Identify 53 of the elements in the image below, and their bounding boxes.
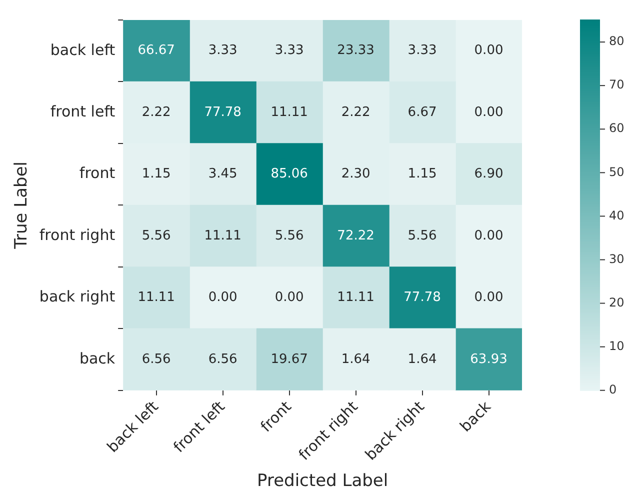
data-label: 0.00 [474,290,504,306]
data-label: 0.00 [208,290,238,306]
color-bar-label: 60 [609,121,624,136]
data-label: 5.56 [274,228,304,244]
data-label: 3.33 [408,43,437,58]
y-tick-label: back right [39,288,116,306]
data-label: 5.56 [142,228,171,244]
color-bar-label: 10 [609,338,624,353]
data-label: 66.67 [138,43,175,58]
data-label: 1.15 [408,166,437,182]
data-label: 63.93 [470,352,508,367]
x-axis-title: Predicted Label [257,471,388,492]
data-label: 3.33 [208,43,238,58]
data-label: 11.11 [337,290,374,306]
data-label: 0.00 [474,43,504,58]
data-label: 3.33 [274,43,304,58]
data-label: 1.64 [408,352,437,367]
y-axis-title: True Label [12,161,32,250]
data-label: 19.67 [270,352,308,367]
data-label: 77.78 [204,104,242,120]
y-tick-label: front right [39,226,116,244]
data-label: 2.22 [341,104,370,120]
data-label: 0.00 [474,228,504,244]
y-tick-label: front [79,164,116,182]
data-label: 11.11 [270,104,308,120]
data-label: 77.78 [404,290,441,306]
y-tick-label: front left [50,102,116,120]
data-label: 2.30 [341,166,370,182]
data-label: 1.15 [142,166,171,182]
color-bar-label: 50 [609,164,624,179]
color-bar-label: 40 [609,208,624,222]
data-label: 23.33 [337,43,374,58]
y-tick-label: back [79,349,116,368]
color-bar-label: 30 [609,252,624,266]
color-bar-label: 20 [609,295,624,310]
data-label: 6.56 [142,352,171,367]
data-label: 6.90 [474,166,504,182]
data-label: 0.00 [274,290,304,306]
data-label: 1.64 [341,352,370,367]
data-label: 5.56 [408,228,437,244]
color-bar-label: 70 [609,78,624,92]
data-label: 0.00 [474,104,504,120]
y-tick-label: back left [50,40,116,59]
data-label: 3.45 [208,166,238,182]
color-bar-label: 0 [609,382,617,396]
data-label: 6.67 [408,104,437,120]
data-label: 2.22 [142,104,171,120]
data-label: 85.06 [270,166,308,182]
color-bar-label: 80 [609,34,624,48]
data-label: 72.22 [337,228,374,244]
data-label: 11.11 [138,290,175,306]
data-label: 6.56 [208,352,238,367]
data-label: 11.11 [204,228,242,244]
